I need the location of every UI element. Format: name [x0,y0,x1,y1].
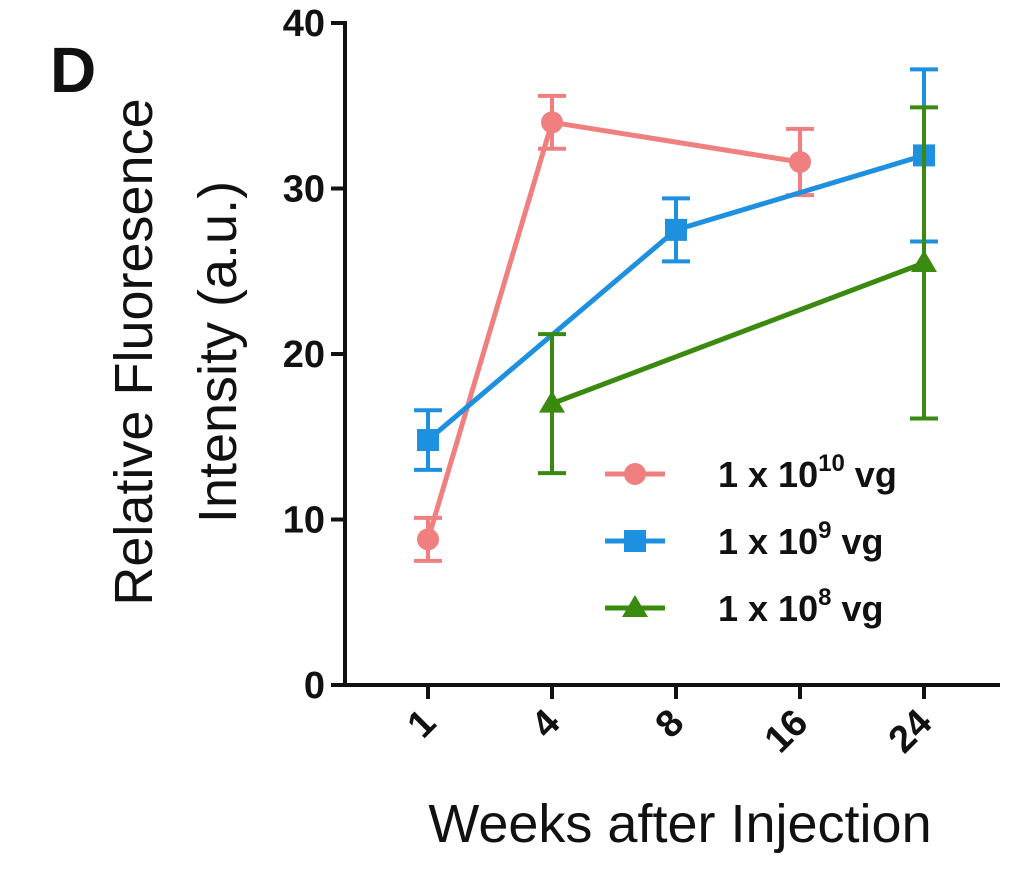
x-tick-label: 24 [881,702,941,762]
legend-label: 1 x 109 vg [718,517,883,562]
y-tick-label: 10 [283,500,325,542]
x-tick-label: 1 [400,702,445,747]
x-axis-title: Weeks after Injection [428,794,931,854]
y-tick-label: 30 [283,169,325,211]
legend-marker [624,463,646,485]
series-2 [414,67,938,472]
data-point [539,390,565,413]
series-line [551,260,925,406]
x-tick-label: 8 [648,702,693,747]
legend-marker [624,530,646,552]
legend-item-3: 1 x 108 vg [605,584,883,629]
legend-item-1: 1 x 1010 vg [605,450,897,495]
legend-item-2: 1 x 109 vg [605,517,883,562]
series-3 [538,105,938,476]
y-tick-label: 40 [283,3,325,45]
x-tick-label: 4 [524,702,569,747]
data-point [417,429,439,452]
legend-label: 1 x 108 vg [718,584,883,629]
panel-label: D [50,34,96,106]
y-axis-title-line1: Relative Fluoresence [104,98,164,605]
y-tick-label: 0 [304,665,325,707]
data-point [665,218,687,241]
data-point [417,528,439,551]
axes: 0 10 20 30 40 1 4 8 16 24 [283,3,1000,761]
data-point [789,151,811,174]
legend-label: 1 x 1010 vg [718,450,897,495]
legend: 1 x 1010 vg 1 x 109 vg 1 x 108 vg [605,450,897,629]
legend-marker [622,595,648,617]
data-point [541,111,563,134]
x-tick-label: 16 [757,702,817,762]
data-point [911,249,937,272]
y-axis-title-line2: Intensity (a.u.) [188,181,248,523]
y-tick-label: 20 [283,334,325,376]
series-layer [414,67,938,563]
